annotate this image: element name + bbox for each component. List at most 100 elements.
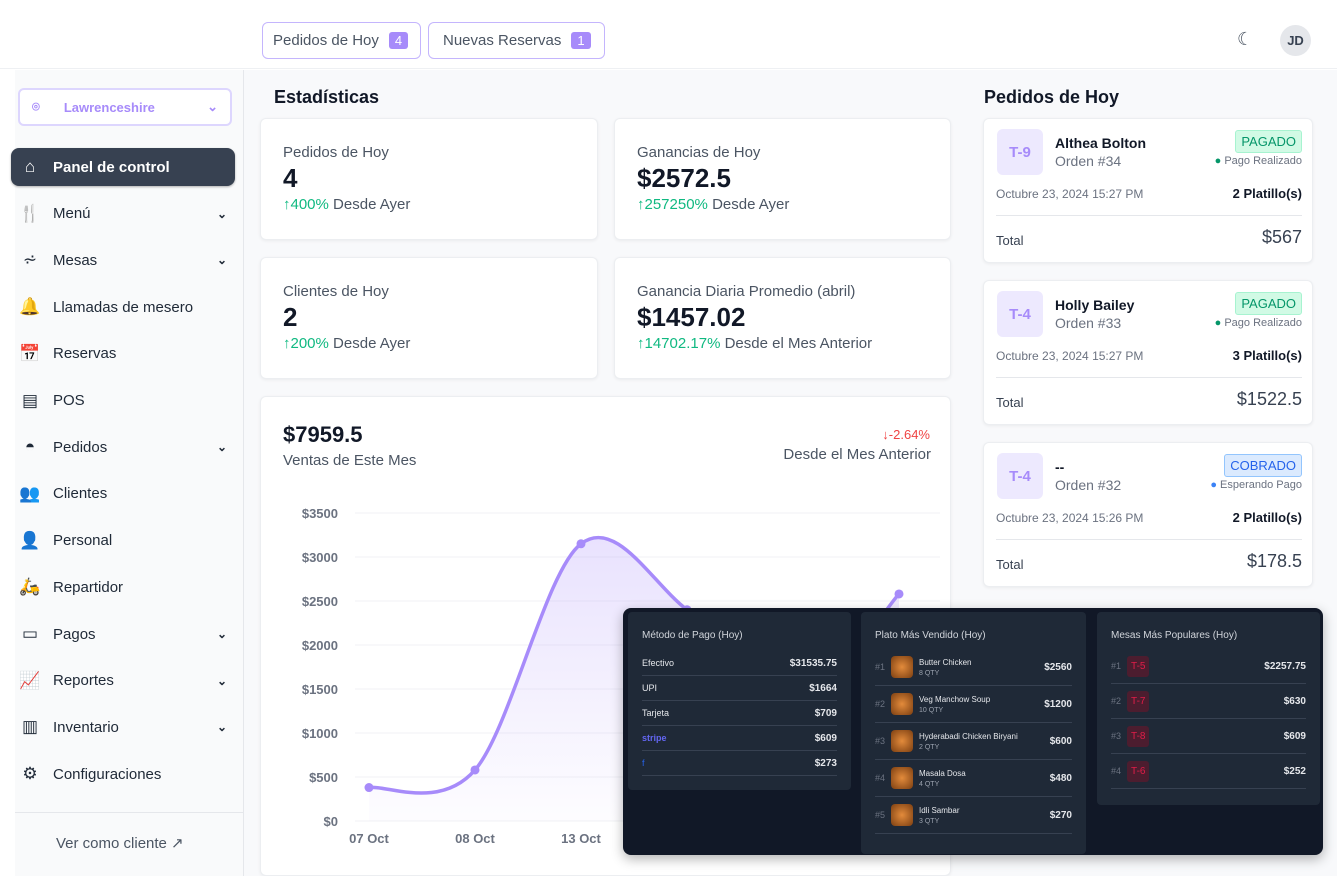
order-total: $178.5 bbox=[1246, 551, 1302, 571]
table-tag: T-7 bbox=[1127, 690, 1150, 712]
sidebar-item-12[interactable]: ▥ Inventario ⌄ bbox=[11, 708, 235, 746]
x-tick-label: 07 Oct bbox=[349, 831, 389, 846]
stat-change: ↑14702.17% Desde el Mes Anterior bbox=[637, 335, 873, 352]
order-number: Orden #33 bbox=[1055, 315, 1122, 331]
new-reservations-button[interactable]: Nuevas Reservas 1 bbox=[428, 22, 605, 59]
dish-name: Masala Dosa bbox=[919, 768, 966, 778]
dish-row: #1 Butter Chicken 8 QTY $2560 bbox=[875, 649, 1072, 686]
sales-change: ↓-2.64% bbox=[882, 427, 930, 442]
dish-rank: #4 bbox=[875, 773, 886, 783]
location-value: Lawrenceshire bbox=[63, 99, 155, 115]
cloche-icon: ◓ bbox=[24, 437, 36, 457]
bell-icon: 🔔 bbox=[19, 297, 41, 317]
table-amount: $630 bbox=[1283, 695, 1306, 707]
dish-qty: 4 QTY bbox=[919, 780, 940, 788]
sidebar-item-11[interactable]: 📈 Reportes ⌄ bbox=[11, 662, 235, 700]
x-tick-label: 08 Oct bbox=[455, 831, 495, 846]
sales-since: Desde el Mes Anterior bbox=[783, 446, 931, 463]
data-point[interactable] bbox=[364, 783, 374, 793]
sidebar-item-label: Reportes bbox=[53, 672, 114, 690]
order-date: Octubre 23, 2024 15:27 PM bbox=[996, 187, 1144, 201]
order-card[interactable]: T-9 Althea Bolton Orden #34 PAGADO ● Pag… bbox=[983, 118, 1313, 263]
status-badge: PAGADO bbox=[1235, 292, 1302, 315]
x-tick-label: 13 Oct bbox=[561, 831, 601, 846]
sidebar-item-label: Panel de control bbox=[53, 158, 170, 176]
y-tick-label: $2500 bbox=[302, 594, 338, 609]
data-point[interactable] bbox=[470, 765, 480, 775]
sidebar-item-label: Mesas bbox=[53, 251, 98, 269]
status-badge: PAGADO bbox=[1235, 130, 1302, 153]
view-as-customer-link[interactable]: Ver como cliente ↗ bbox=[56, 835, 184, 852]
total-label: Total bbox=[996, 557, 1024, 572]
chart-icon: 📈 bbox=[19, 670, 41, 690]
dish-count: 2 Platillo(s) bbox=[1232, 186, 1302, 201]
table-amount: $252 bbox=[1283, 765, 1306, 777]
location-select[interactable]: ⌾ Lawrenceshire ⌄ bbox=[18, 88, 232, 126]
box-icon: ▥ bbox=[21, 717, 39, 737]
table-badge: T-4 bbox=[997, 453, 1043, 499]
dish-qty: 2 QTY bbox=[919, 743, 940, 751]
sidebar-item-10[interactable]: ▭ Pagos ⌄ bbox=[11, 615, 235, 653]
sidebar-item-0[interactable]: ⌂ Panel de control bbox=[11, 148, 235, 186]
order-date: Octubre 23, 2024 15:27 PM bbox=[996, 349, 1144, 363]
stat-label: Ganancia Diaria Promedio (abril) bbox=[637, 283, 856, 300]
table-badge: T-4 bbox=[997, 291, 1043, 337]
dish-image bbox=[891, 693, 914, 715]
dish-amount: $480 bbox=[1049, 772, 1072, 784]
sidebar-item-8[interactable]: 👤 Personal bbox=[11, 522, 235, 560]
sidebar-item-label: Configuraciones bbox=[53, 765, 162, 783]
payment-amount: $609 bbox=[814, 732, 837, 744]
dish-amount: $600 bbox=[1049, 735, 1072, 747]
sidebar-item-9[interactable]: 🛵 Repartidor bbox=[11, 568, 235, 606]
dark-mode-moon-icon[interactable]: ☾ bbox=[1237, 29, 1254, 49]
dish-row: #5 Idli Sambar 3 QTY $270 bbox=[875, 797, 1072, 834]
orders-today-count: 4 bbox=[388, 32, 409, 49]
payment-status: ● Esperando Pago bbox=[1210, 479, 1302, 491]
y-tick-label: $2000 bbox=[302, 638, 338, 653]
sidebar-item-label: Pagos bbox=[53, 625, 96, 643]
data-point[interactable] bbox=[576, 539, 586, 549]
dish-image bbox=[891, 656, 914, 678]
payment-method-row: UPI $1664 bbox=[642, 676, 837, 701]
sidebar-item-4[interactable]: 📅 Reservas bbox=[11, 335, 235, 373]
sidebar-item-label: Personal bbox=[53, 532, 113, 550]
sidebar-item-6[interactable]: ◓ Pedidos ⌄ bbox=[11, 428, 235, 466]
sidebar-item-1[interactable]: 🍴 Menú ⌄ bbox=[11, 195, 235, 233]
sidebar-item-3[interactable]: 🔔 Llamadas de mesero bbox=[11, 288, 235, 326]
dish-image bbox=[891, 804, 914, 826]
sidebar-item-label: Llamadas de mesero bbox=[53, 298, 194, 316]
sidebar-item-13[interactable]: ⚙ Configuraciones bbox=[11, 755, 235, 793]
data-point[interactable] bbox=[894, 589, 904, 599]
table-amount: $609 bbox=[1283, 730, 1306, 742]
payment-methods-title: Método de Pago (Hoy) bbox=[642, 630, 743, 641]
chevron-down-icon: ⌄ bbox=[207, 99, 218, 114]
user-avatar[interactable]: JD bbox=[1280, 25, 1311, 56]
order-number: Orden #32 bbox=[1055, 477, 1122, 493]
new-reservations-count: 1 bbox=[571, 32, 591, 49]
table-rank: #2 bbox=[1111, 696, 1122, 706]
order-card[interactable]: T-4 Holly Bailey Orden #33 PAGADO ● Pago… bbox=[983, 280, 1313, 425]
menu-icon: 🍴 bbox=[19, 203, 41, 223]
payment-method-name: stripe bbox=[642, 733, 667, 743]
sidebar-item-7[interactable]: 👥 Clientes bbox=[11, 475, 235, 513]
dish-rank: #1 bbox=[875, 662, 886, 672]
table-rank: #1 bbox=[1111, 661, 1122, 671]
chevron-down-icon: ⌄ bbox=[216, 206, 227, 221]
order-card[interactable]: T-4 -- Orden #32 COBRADO ● Esperando Pag… bbox=[983, 442, 1313, 587]
sidebar-item-5[interactable]: ▤ POS bbox=[11, 382, 235, 420]
dish-row: #4 Masala Dosa 4 QTY $480 bbox=[875, 760, 1072, 797]
table-rank: #4 bbox=[1111, 766, 1122, 776]
payment-status: ● Pago Realizado bbox=[1214, 155, 1302, 167]
orders-today-button[interactable]: Pedidos de Hoy 4 bbox=[262, 22, 421, 59]
sidebar-item-2[interactable]: ⩫ Mesas ⌄ bbox=[11, 241, 235, 279]
location-pin-icon: ⌾ bbox=[32, 99, 40, 114]
payment-method-row: stripe $609 bbox=[642, 726, 837, 751]
stat-card: Ganancia Diaria Promedio (abril) $1457.02… bbox=[614, 257, 951, 379]
stat-value: $1457.02 bbox=[637, 302, 746, 332]
payment-amount: $709 bbox=[814, 707, 837, 719]
payment-method-row: Tarjeta $709 bbox=[642, 701, 837, 726]
order-total: $1522.5 bbox=[1236, 389, 1302, 409]
table-row: #4 T-6 $252 bbox=[1111, 754, 1306, 789]
sidebar-item-label: Repartidor bbox=[53, 578, 124, 596]
dish-qty: 3 QTY bbox=[919, 817, 940, 825]
